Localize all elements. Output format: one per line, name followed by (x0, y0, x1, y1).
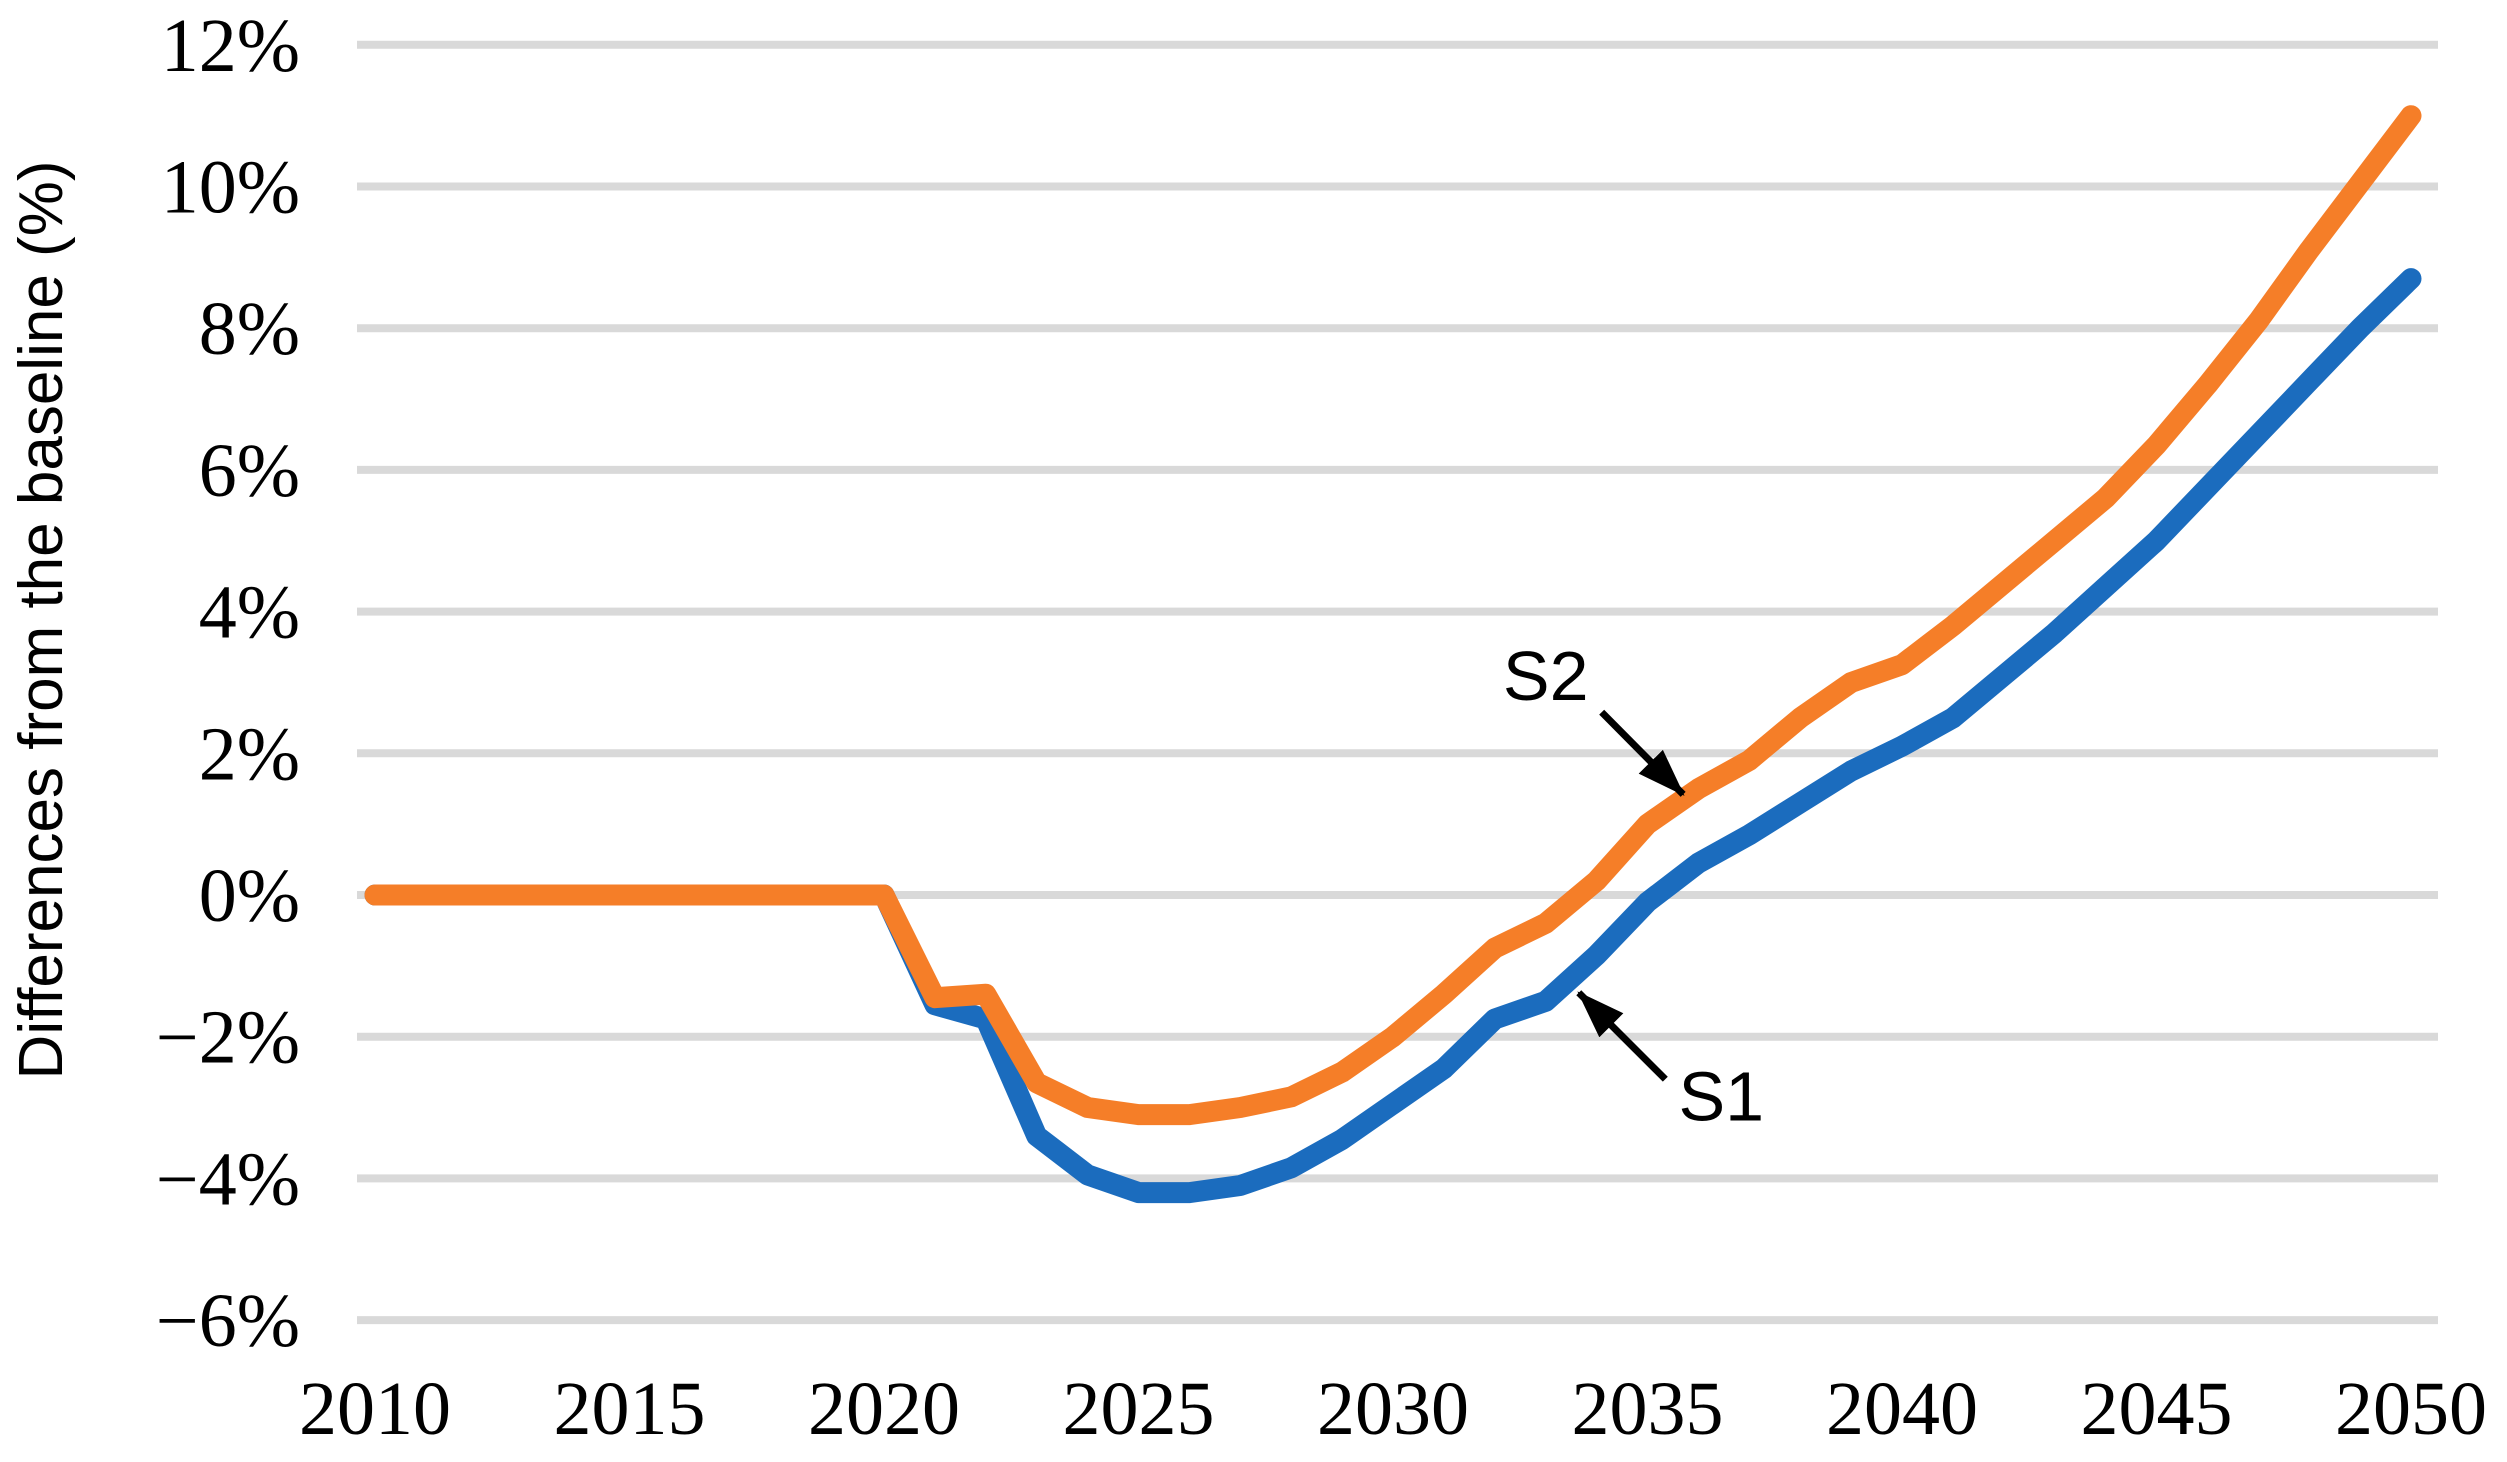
y-tick-label: 12% (161, 4, 300, 88)
series-line-s2 (364, 105, 2422, 1126)
y-tick-label: −6% (156, 1279, 300, 1363)
x-tick-label: 2045 (2081, 1367, 2233, 1451)
x-tick-label: 2010 (299, 1367, 451, 1451)
y-tick-label: 8% (199, 287, 300, 371)
x-tick-label: 2050 (2335, 1367, 2487, 1451)
x-tick-label: 2040 (1826, 1367, 1978, 1451)
y-axis-tick-labels: 12% 10% 8% 6% 4% 2% 0% −2% −4% −6% (156, 4, 300, 1363)
y-tick-label: 2% (199, 712, 300, 796)
y-tick-label: 0% (199, 854, 300, 938)
y-tick-label: 10% (161, 146, 300, 230)
x-axis-tick-labels: 2010 2015 2020 2025 2030 2035 2040 2045 2050 (299, 1367, 2487, 1451)
annotation-label-s2: S2 (1503, 637, 1589, 715)
annotation-arrow-s2 (1599, 709, 1686, 797)
y-tick-label: −2% (156, 996, 300, 1080)
series-lines-group (364, 105, 2422, 1204)
annotation-arrow-s1 (1576, 990, 1668, 1082)
annotation-label-s1: S1 (1678, 1057, 1764, 1135)
y-tick-label: 6% (199, 429, 300, 513)
y-tick-label: −4% (156, 1137, 300, 1221)
x-tick-label: 2025 (1063, 1367, 1215, 1451)
x-tick-label: 2020 (808, 1367, 960, 1451)
y-tick-label: 4% (199, 571, 300, 655)
x-tick-label: 2030 (1317, 1367, 1469, 1451)
x-tick-label: 2015 (554, 1367, 706, 1451)
annotations-group: S2 S1 (1503, 637, 1764, 1135)
x-tick-label: 2035 (1572, 1367, 1724, 1451)
y-axis-title: Differences from the baseline (%) (7, 161, 76, 1080)
